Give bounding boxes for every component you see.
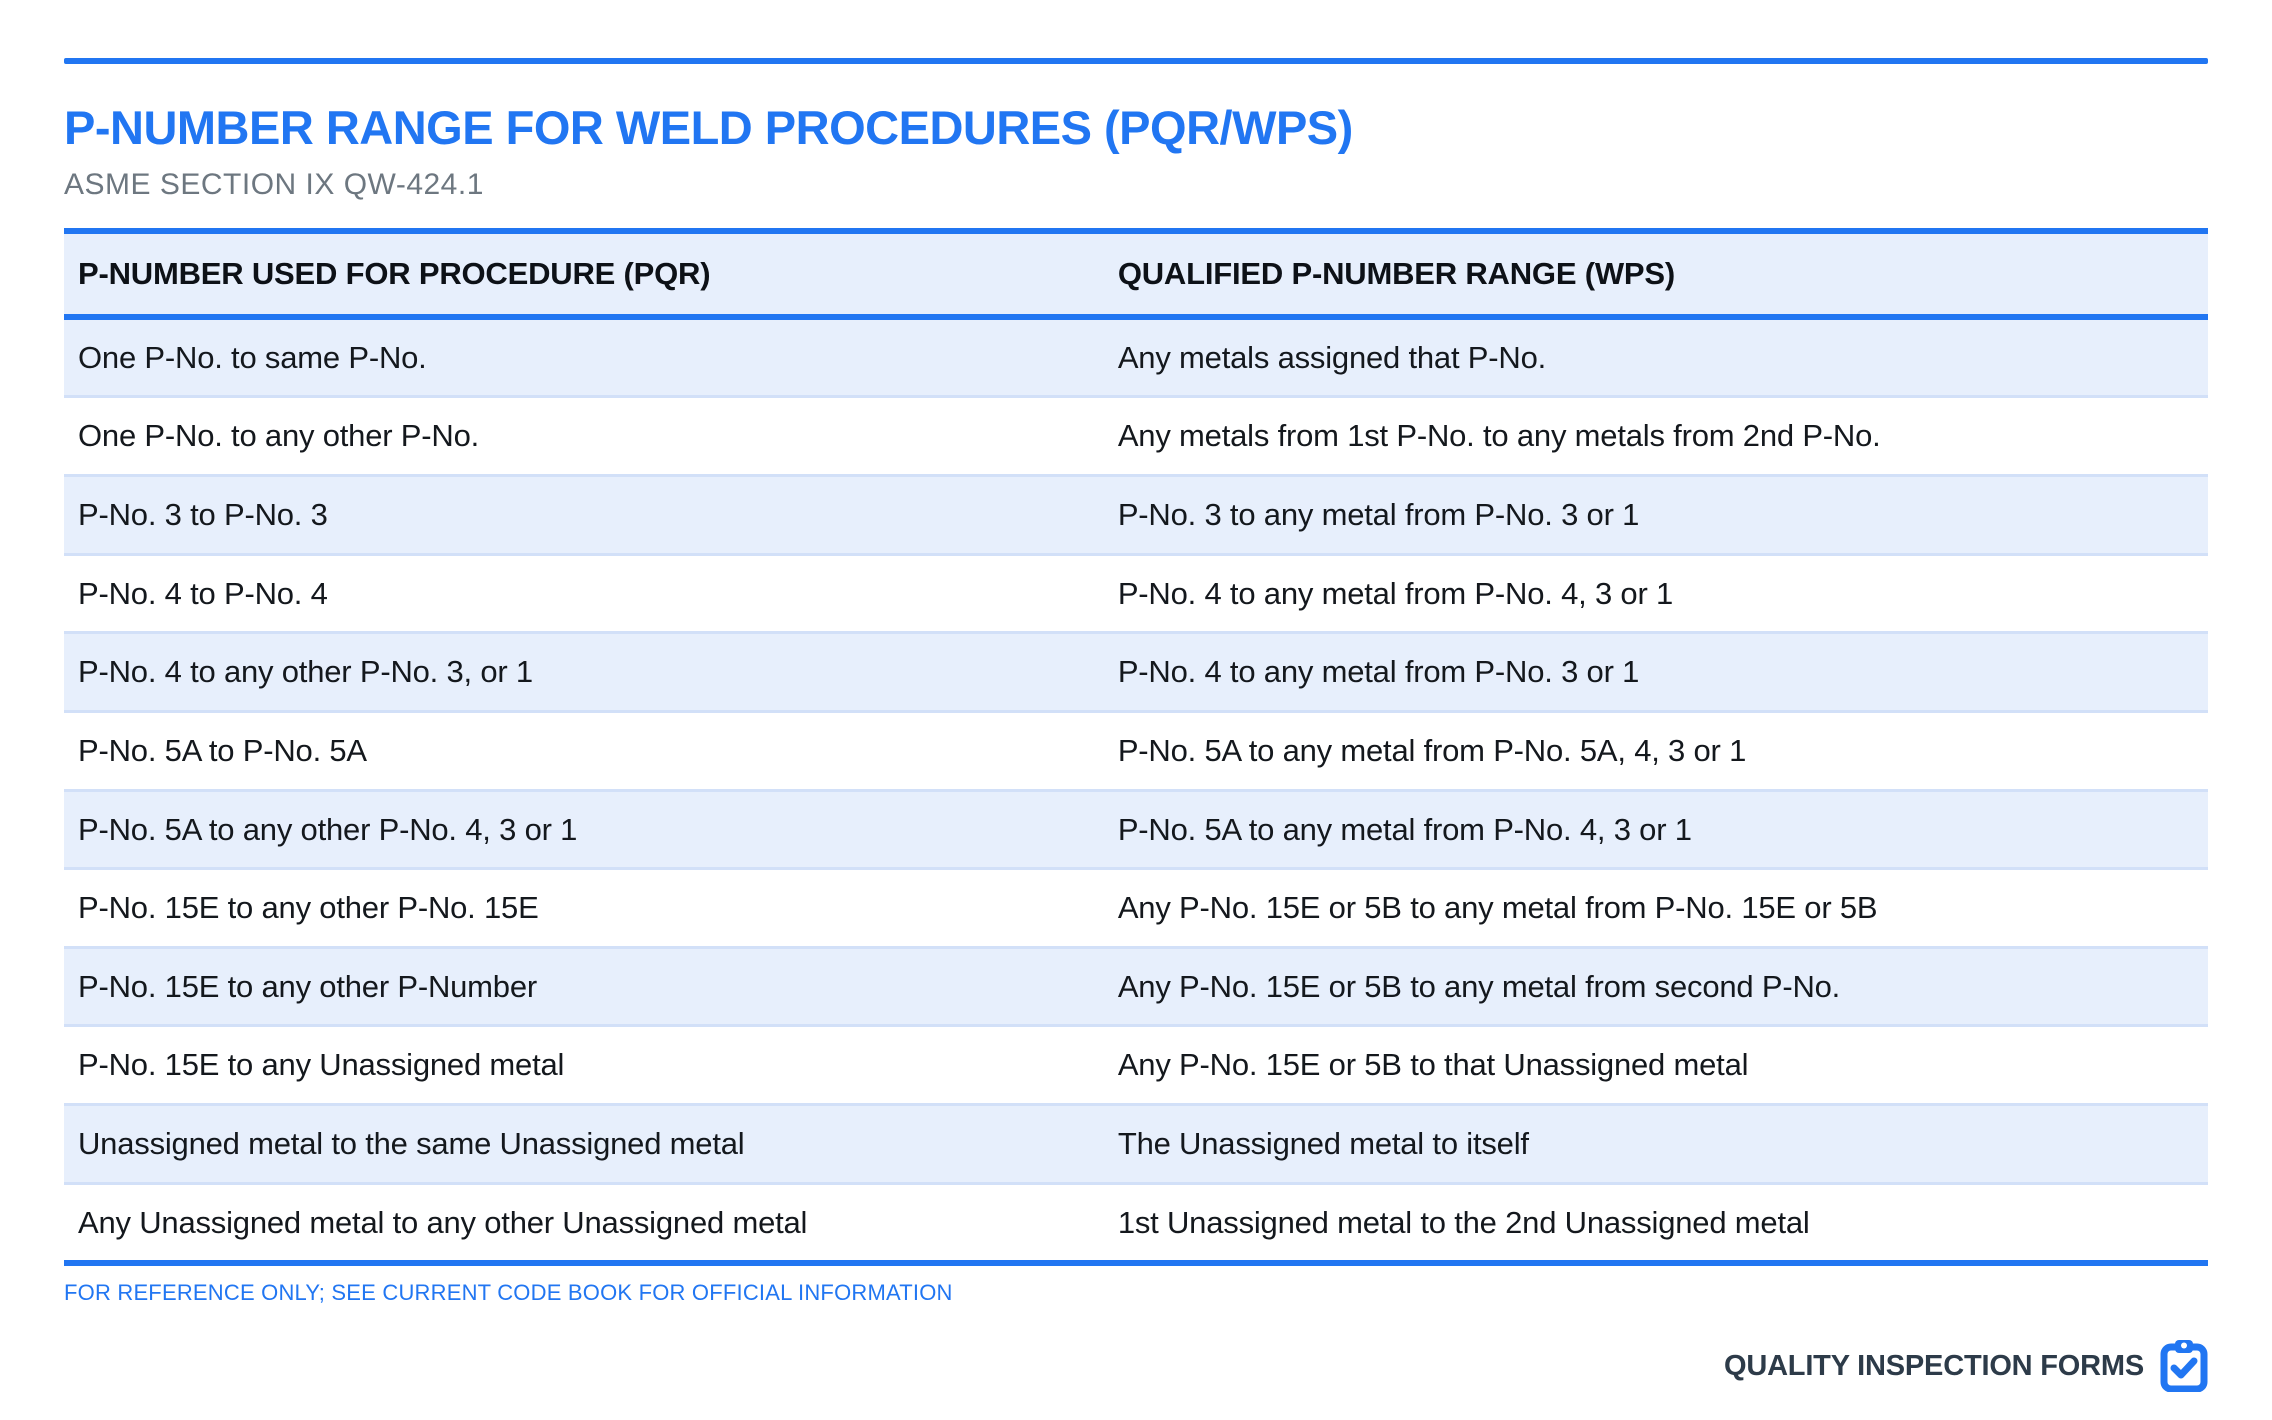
table-row: One P-No. to same P-No. Any metals assig… xyxy=(64,316,2208,399)
table-row: P-No. 15E to any other P-Number Any P-No… xyxy=(64,947,2208,1028)
wps-cell: The Unassigned metal to itself xyxy=(1103,1104,2208,1185)
p-number-range-table: P-NUMBER USED FOR PROCEDURE (PQR) QUALIF… xyxy=(64,227,2208,1267)
table-row: Unassigned metal to the same Unassigned … xyxy=(64,1104,2208,1185)
clipboard-check-icon xyxy=(2160,1340,2208,1393)
pqr-cell: P-No. 3 to P-No. 3 xyxy=(64,475,1104,556)
page-subtitle: ASME SECTION IX QW-424.1 xyxy=(64,167,484,201)
wps-cell: Any metals assigned that P-No. xyxy=(1103,316,2208,399)
pqr-cell: One P-No. to any other P-No. xyxy=(64,396,1104,477)
pqr-cell: P-No. 5A to P-No. 5A xyxy=(64,711,1104,792)
table-body: One P-No. to same P-No. Any metals assig… xyxy=(64,316,2208,1267)
page-title: P-NUMBER RANGE FOR WELD PROCEDURES (PQR/… xyxy=(64,101,1353,154)
wps-cell: P-No. 5A to any metal from P-No. 4, 3 or… xyxy=(1103,790,2208,871)
pqr-cell: P-No. 15E to any Unassigned metal xyxy=(64,1025,1104,1107)
wps-cell: P-No. 3 to any metal from P-No. 3 or 1 xyxy=(1103,475,2208,556)
pqr-cell: P-No. 4 to P-No. 4 xyxy=(64,554,1104,635)
pqr-cell: P-No. 15E to any other P-No. 15E xyxy=(64,868,1104,949)
wps-cell: Any metals from 1st P-No. to any metals … xyxy=(1103,396,2208,477)
wps-cell: P-No. 5A to any metal from P-No. 5A, 4, … xyxy=(1103,711,2208,792)
brand-bar: QUALITY INSPECTION FORMS xyxy=(64,1340,2208,1393)
table-row: P-No. 4 to P-No. 4 P-No. 4 to any metal … xyxy=(64,554,2208,635)
table-row: P-No. 3 to P-No. 3 P-No. 3 to any metal … xyxy=(64,475,2208,556)
pqr-cell: Any Unassigned metal to any other Unassi… xyxy=(64,1183,1104,1267)
table-row: P-No. 5A to any other P-No. 4, 3 or 1 P-… xyxy=(64,790,2208,871)
wps-cell: 1st Unassigned metal to the 2nd Unassign… xyxy=(1103,1183,2208,1267)
wps-cell: Any P-No. 15E or 5B to any metal from P-… xyxy=(1103,868,2208,949)
table-row: P-No. 4 to any other P-No. 3, or 1 P-No.… xyxy=(64,632,2208,713)
brand-label: QUALITY INSPECTION FORMS xyxy=(1723,1349,2144,1382)
pqr-cell: One P-No. to same P-No. xyxy=(64,316,1104,399)
wps-cell: P-No. 4 to any metal from P-No. 3 or 1 xyxy=(1103,632,2208,713)
column-header-wps: QUALIFIED P-NUMBER RANGE (WPS) xyxy=(1103,230,2208,320)
table-header: P-NUMBER USED FOR PROCEDURE (PQR) QUALIF… xyxy=(64,230,2208,320)
reference-disclaimer: FOR REFERENCE ONLY; SEE CURRENT CODE BOO… xyxy=(64,1280,953,1306)
pqr-cell: P-No. 15E to any other P-Number xyxy=(64,947,1104,1028)
table-row: One P-No. to any other P-No. Any metals … xyxy=(64,396,2208,477)
top-divider-rule xyxy=(64,58,2208,64)
table-row: P-No. 15E to any Unassigned metal Any P-… xyxy=(64,1025,2208,1107)
pqr-cell: Unassigned metal to the same Unassigned … xyxy=(64,1104,1104,1185)
pqr-cell: P-No. 4 to any other P-No. 3, or 1 xyxy=(64,632,1104,713)
wps-cell: P-No. 4 to any metal from P-No. 4, 3 or … xyxy=(1103,554,2208,635)
pqr-cell: P-No. 5A to any other P-No. 4, 3 or 1 xyxy=(64,790,1104,871)
wps-cell: Any P-No. 15E or 5B to that Unassigned m… xyxy=(1103,1025,2208,1107)
table-row: P-No. 15E to any other P-No. 15E Any P-N… xyxy=(64,868,2208,949)
reference-sheet: P-NUMBER RANGE FOR WELD PROCEDURES (PQR/… xyxy=(0,58,2272,1420)
table-row: P-No. 5A to P-No. 5A P-No. 5A to any met… xyxy=(64,711,2208,792)
table-header-row: P-NUMBER USED FOR PROCEDURE (PQR) QUALIF… xyxy=(64,230,2208,320)
table-row: Any Unassigned metal to any other Unassi… xyxy=(64,1183,2208,1267)
column-header-pqr: P-NUMBER USED FOR PROCEDURE (PQR) xyxy=(64,230,1104,320)
wps-cell: Any P-No. 15E or 5B to any metal from se… xyxy=(1103,947,2208,1028)
